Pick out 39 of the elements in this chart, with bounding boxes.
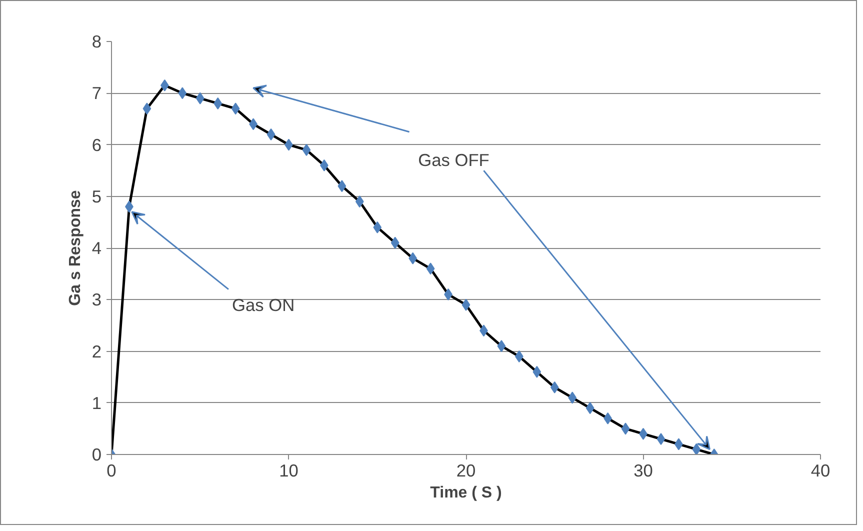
point [426,262,435,275]
point [692,443,701,454]
point [532,366,542,378]
x-tick-label: 20 [456,460,476,480]
point [196,92,204,104]
point [621,422,630,435]
y-tick-label: 7 [92,83,102,104]
x-tick-label: 0 [106,460,116,480]
x-tick-label: 30 [634,460,653,480]
y-tick-label: 2 [92,341,102,362]
y-tick-label: 3 [92,290,102,310]
y-tick-label: 8 [92,32,102,52]
y-tick-label: 4 [92,238,102,258]
annotation: Gas ON [232,294,295,315]
annotation: Gas OFF [418,150,490,170]
point [462,298,470,311]
point [142,102,152,115]
x-tick-label: 40 [810,460,830,480]
y-tick-label: 6 [92,134,102,155]
y-tick-label: 1 [92,392,102,413]
point [390,236,400,249]
point [497,340,506,352]
point [302,144,311,156]
point [214,97,222,110]
point [266,128,276,140]
x-axis-title: Time ( S ) [430,484,502,502]
x-tick-label: 10 [279,460,298,480]
point [656,433,666,446]
y-tick-label: 5 [92,186,102,206]
point [231,102,240,115]
point [373,221,382,234]
y-tick-label: 0 [92,444,102,464]
point [586,402,594,414]
y-axis-title: Ga s Response [66,190,84,306]
point [355,196,364,208]
point [338,180,346,192]
point [568,392,577,404]
point [550,381,559,394]
point [178,87,187,100]
